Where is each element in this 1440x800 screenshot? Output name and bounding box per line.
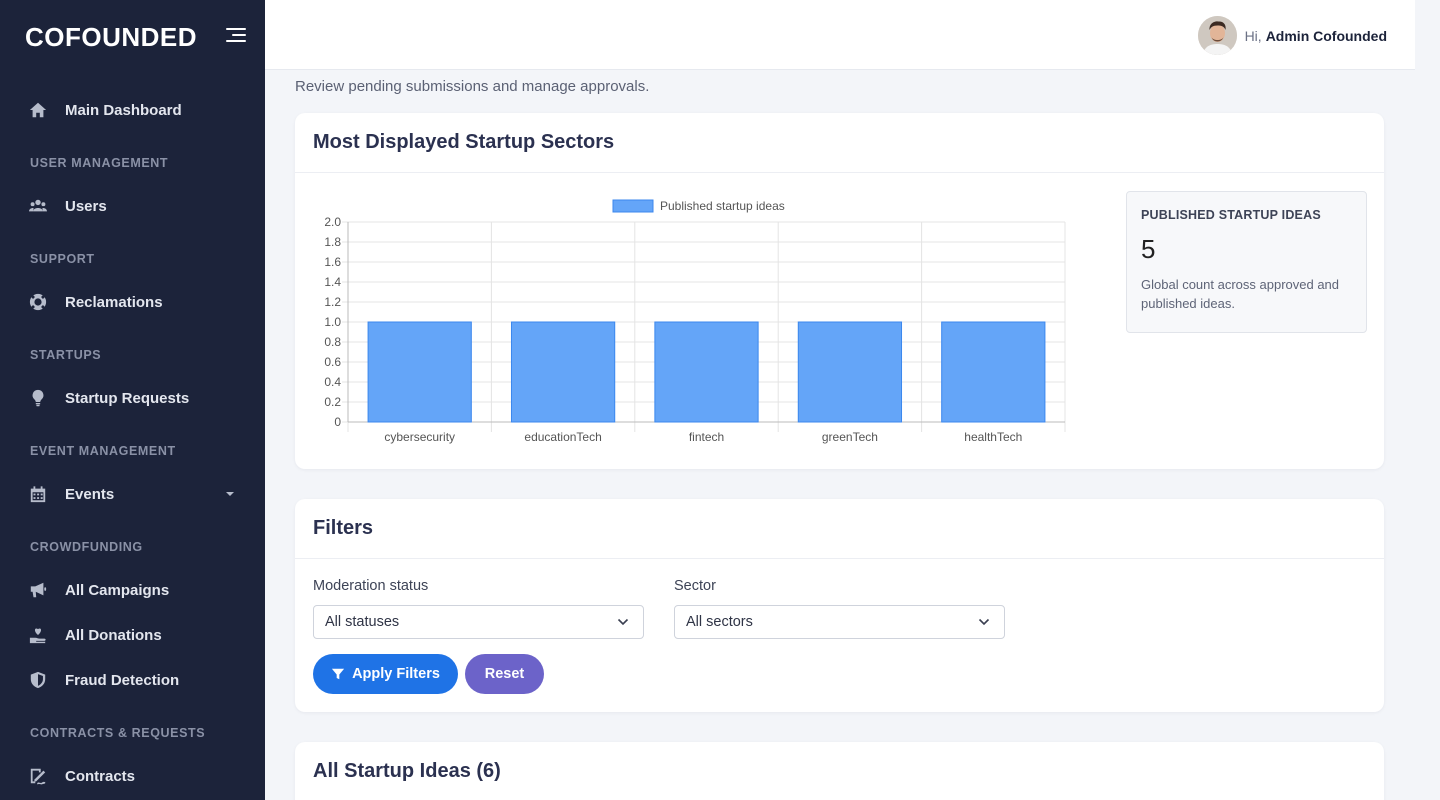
sectors-card: Most Displayed Startup Sectors 0 0.2 0.4 0.… — [295, 113, 1384, 469]
x-tick-label: greenTech — [822, 430, 878, 444]
sidebar-item-label: Contracts — [65, 767, 136, 785]
x-tick-label: healthTech — [964, 430, 1022, 444]
x-tick-label: cybersecurity — [384, 430, 455, 444]
apply-filters-label: Apply Filters — [352, 666, 440, 682]
username: Admin Cofounded — [1265, 27, 1387, 44]
y-tick-label: 1.4 — [324, 275, 341, 289]
legend-swatch — [612, 199, 654, 213]
menu-toggle-icon[interactable] — [226, 27, 246, 43]
sidebar-item-reclamations[interactable]: Reclamations — [0, 282, 265, 322]
y-tick-label: 1.0 — [324, 315, 341, 329]
contract-icon — [28, 766, 48, 786]
chart-svg: 0 0.2 0.4 0.6 0.8 1.0 1.2 1.4 1.6 1.8 2.0 cybersecu… — [324, 199, 1066, 444]
stat-description: Global count across approved and publish… — [1141, 277, 1340, 311]
filter-icon — [331, 668, 345, 680]
x-tick-label: fintech — [689, 430, 724, 444]
chevron-down-icon — [617, 618, 629, 626]
y-tick-label: 0.2 — [324, 395, 341, 409]
sidebar-item-label: Main Dashboard — [65, 101, 182, 119]
stat-value: 5 — [1141, 234, 1156, 264]
lifebuoy-icon — [28, 292, 48, 312]
chevron-down-icon — [978, 618, 990, 626]
ideas-card-title: All Startup Ideas (6) — [313, 760, 501, 782]
section-title-contracts: CONTRACTS & REQUESTS — [30, 726, 206, 740]
sidebar-item-main-dashboard[interactable]: Main Dashboard — [0, 90, 265, 130]
status-select-value: All statuses — [325, 614, 400, 630]
lightbulb-icon — [28, 388, 48, 408]
status-select[interactable]: All statuses — [313, 605, 644, 639]
filters-card: Filters Moderation status All statuses S… — [295, 499, 1384, 712]
y-tick-label: 1.2 — [324, 295, 341, 309]
sidebar: COFOUNDED Main Dashboard USER MANAGEMENT… — [0, 0, 265, 800]
legend-label: Published startup ideas — [660, 199, 785, 213]
sectors-card-header: Most Displayed Startup Sectors — [295, 113, 1384, 173]
sidebar-item-startup-requests[interactable]: Startup Requests — [0, 378, 265, 418]
filters-card-title: Filters — [313, 517, 374, 539]
x-tick-label: educationTech — [524, 430, 601, 444]
section-title-event-management: EVENT MANAGEMENT — [30, 444, 176, 458]
sidebar-item-label: Fraud Detection — [65, 671, 180, 689]
section-title-user-management: USER MANAGEMENT — [30, 156, 169, 170]
section-title-support: SUPPORT — [30, 252, 95, 266]
greeting-text: Hi, — [1244, 27, 1262, 44]
chevron-down-icon[interactable] — [226, 492, 234, 496]
sidebar-item-all-donations[interactable]: All Donations — [0, 615, 265, 655]
users-icon — [28, 196, 48, 216]
y-tick-label: 0.6 — [324, 355, 341, 369]
y-tick-label: 1.6 — [324, 255, 341, 269]
sidebar-item-label: All Campaigns — [65, 581, 170, 599]
sidebar-item-contracts[interactable]: Contracts — [0, 756, 265, 796]
megaphone-icon — [28, 580, 48, 600]
sidebar-item-label: Startup Requests — [65, 389, 190, 407]
bar-cybersecurity — [367, 321, 472, 423]
bar-educationTech — [510, 321, 616, 423]
sector-select-value: All sectors — [686, 614, 753, 630]
home-icon — [28, 100, 48, 120]
sidebar-item-users[interactable]: Users — [0, 186, 265, 226]
sidebar-item-label: All Donations — [65, 626, 162, 644]
y-tick-label: 0.8 — [324, 335, 341, 349]
y-tick-label: 0.4 — [324, 375, 341, 389]
y-tick-label: 2.0 — [324, 215, 341, 229]
donation-icon — [28, 625, 48, 645]
user-menu[interactable]: Hi, Admin Cofounded — [1197, 16, 1387, 55]
avatar[interactable] — [1197, 16, 1237, 55]
sector-select[interactable]: All sectors — [674, 605, 1005, 639]
sidebar-item-label: Reclamations — [65, 293, 163, 311]
y-tick-label: 1.8 — [324, 235, 341, 249]
sectors-card-title: Most Displayed Startup Sectors — [313, 131, 615, 153]
brand-logo[interactable]: COFOUNDED — [25, 22, 198, 52]
shield-icon — [28, 670, 48, 690]
published-ideas-stat: PUBLISHED STARTUP IDEAS 5 Global count a… — [1126, 191, 1367, 333]
section-title-startups: STARTUPS — [30, 348, 102, 362]
page-subtitle: Review pending submissions and manage ap… — [295, 78, 650, 95]
calendar-icon — [28, 484, 48, 504]
sector-label: Sector — [674, 578, 716, 594]
bar-healthTech — [941, 321, 1046, 423]
status-label: Moderation status — [313, 578, 429, 594]
sectors-bar-chart: 0 0.2 0.4 0.6 0.8 1.0 1.2 1.4 1.6 1.8 2.0 cybersecu… — [313, 191, 1073, 461]
filters-card-header: Filters — [295, 499, 1384, 559]
sidebar-item-events[interactable]: Events — [0, 474, 265, 514]
sidebar-item-label: Users — [65, 197, 107, 215]
ideas-card-header: All Startup Ideas (6) — [295, 742, 1384, 800]
sidebar-item-all-campaigns[interactable]: All Campaigns — [0, 570, 265, 610]
y-tick-label: 0 — [334, 415, 341, 429]
stat-label: PUBLISHED STARTUP IDEAS — [1141, 208, 1321, 222]
sidebar-item-label: Events — [65, 485, 115, 503]
user-greeting: Hi, Admin Cofounded — [1245, 28, 1387, 44]
section-title-crowdfunding: CROWDFUNDING — [30, 540, 143, 554]
sidebar-item-fraud-detection[interactable]: Fraud Detection — [0, 660, 265, 700]
ideas-card: All Startup Ideas (6) — [295, 742, 1384, 800]
bar-greenTech — [797, 321, 903, 423]
topbar: Hi, Admin Cofounded — [265, 0, 1415, 70]
reset-label: Reset — [484, 666, 525, 682]
apply-filters-button[interactable]: Apply Filters — [313, 654, 458, 694]
reset-button[interactable]: Reset — [465, 654, 544, 694]
bar-fintech — [654, 321, 759, 423]
